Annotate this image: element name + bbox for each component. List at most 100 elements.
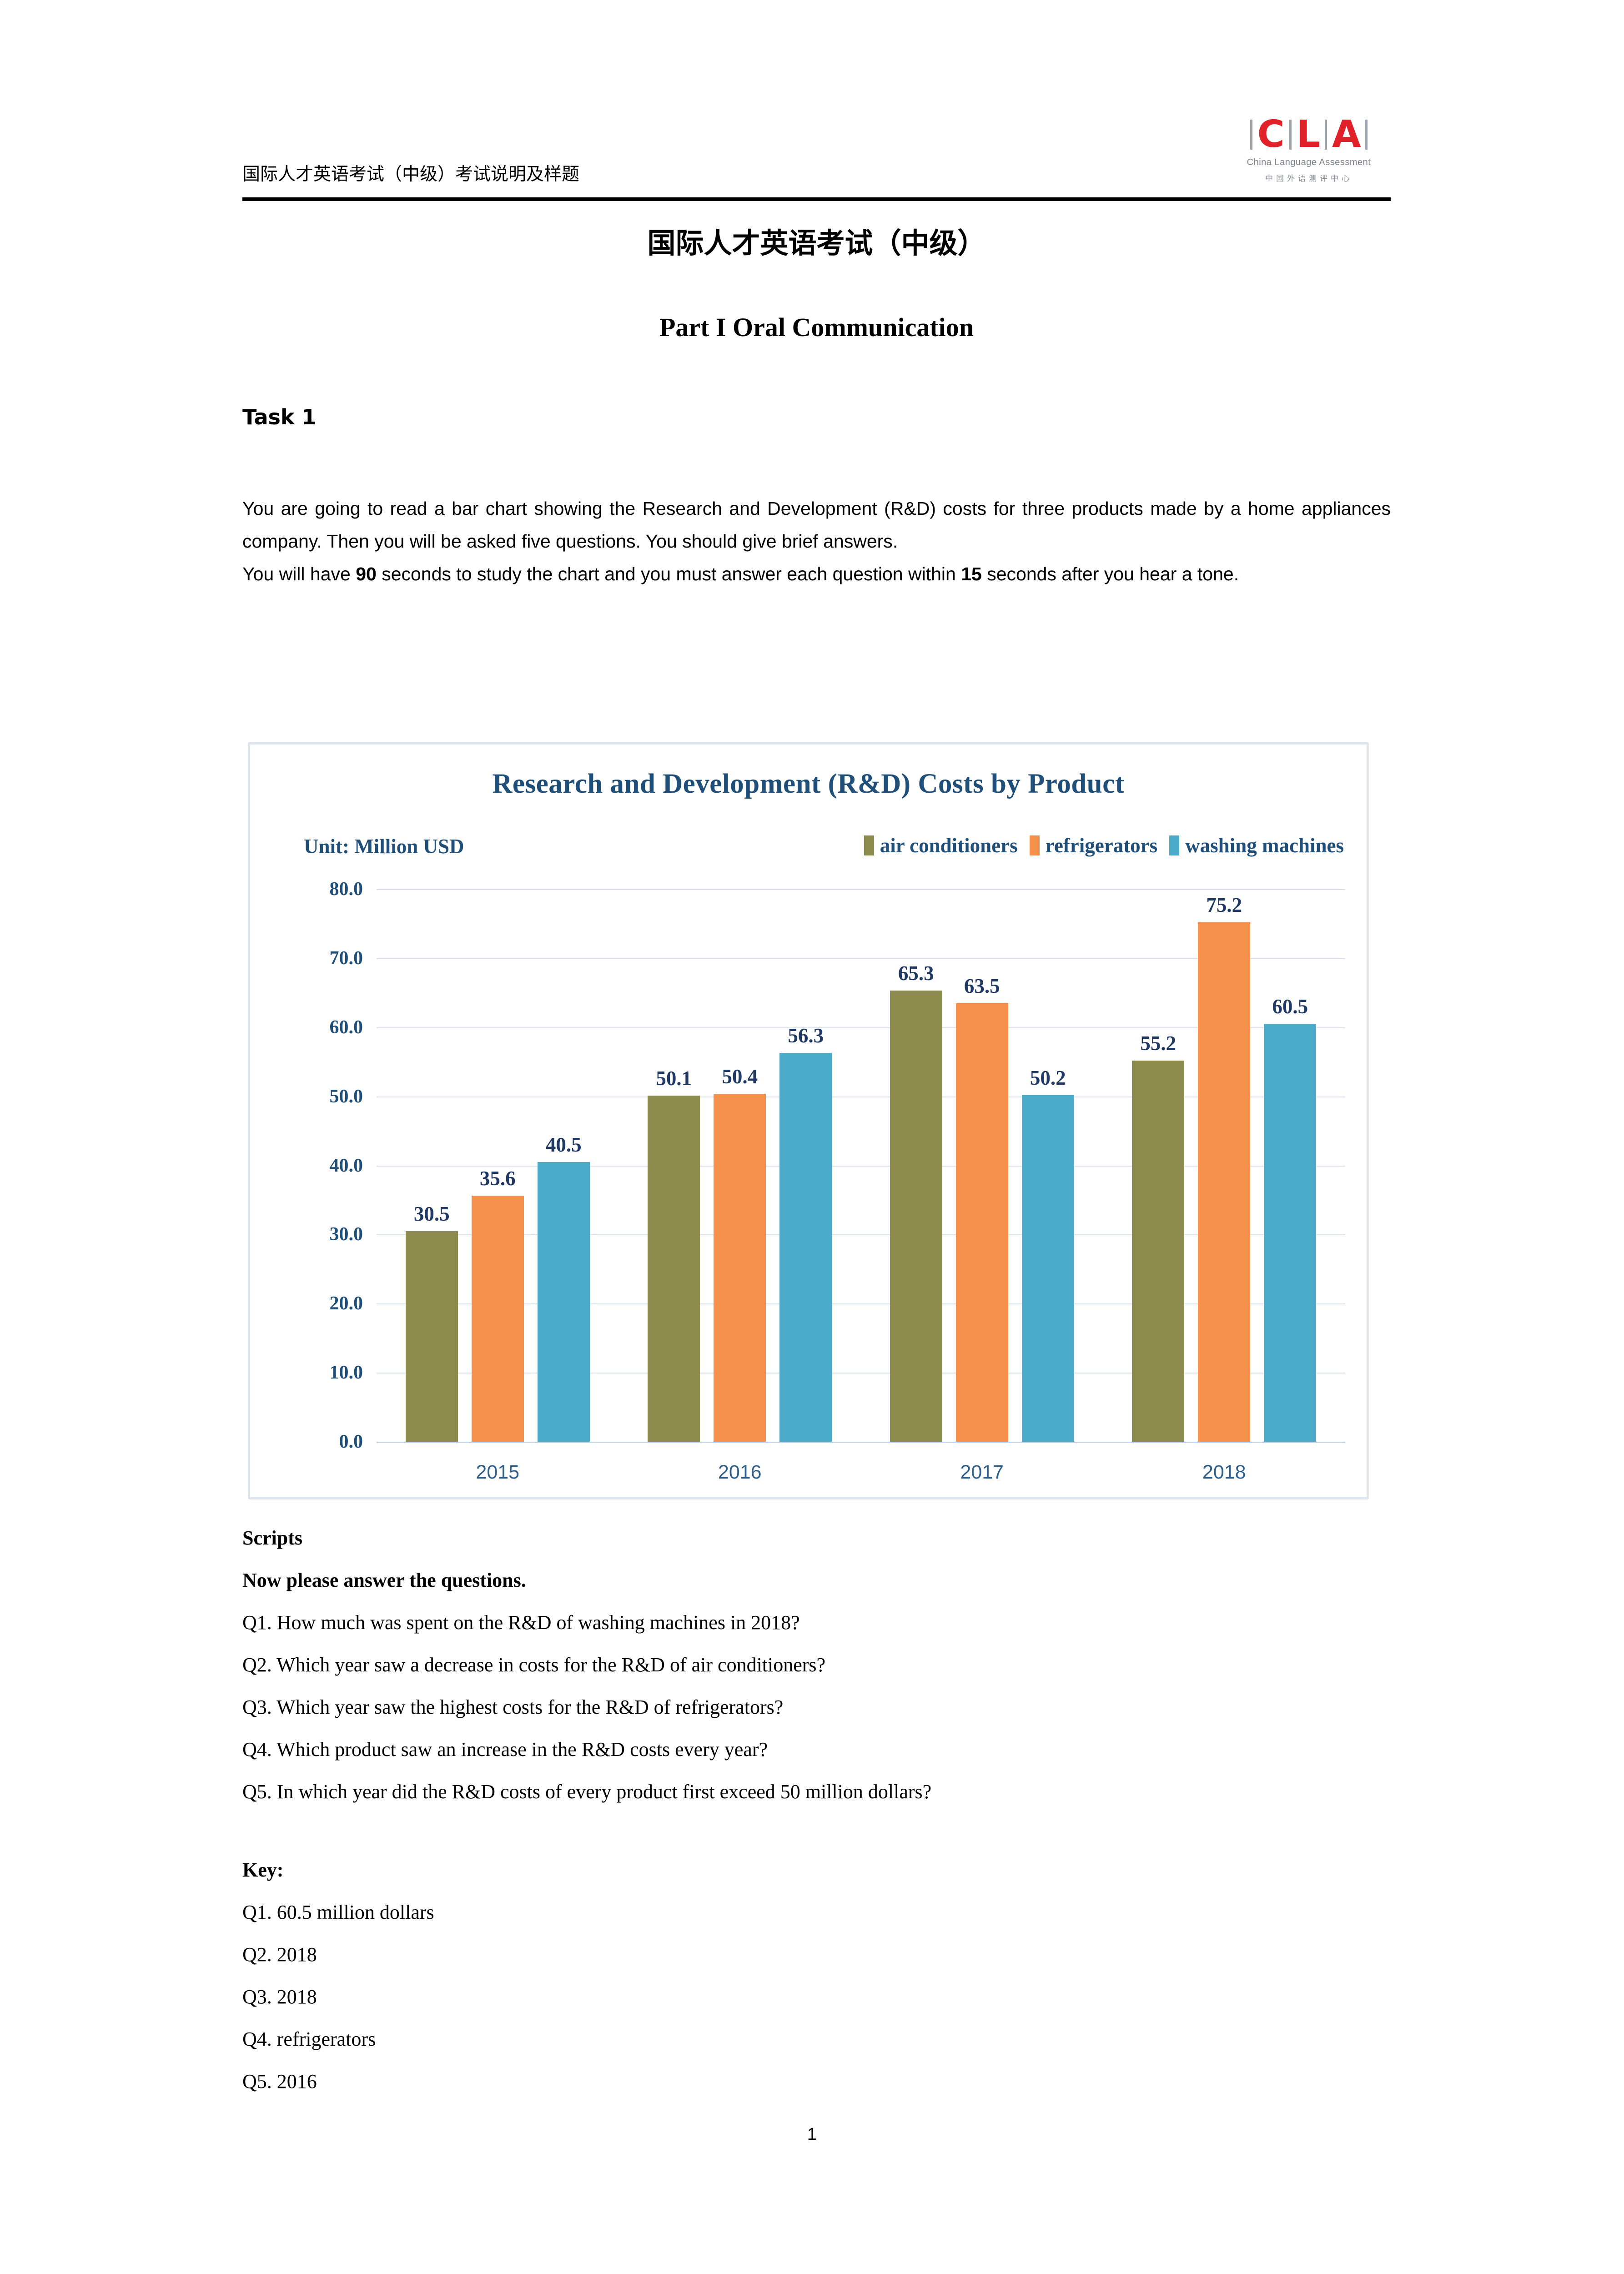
task-instructions: You are going to read a bar chart showin… [242, 492, 1391, 590]
key-item: Q1. 60.5 million dollars [242, 1901, 434, 1923]
key-item: Q2. 2018 [242, 1943, 317, 1966]
scripts-section: Scripts Now please answer the questions.… [242, 1517, 1391, 1813]
bar-column: 63.5 [955, 889, 1008, 1442]
chart-unit-label: Unit: Million USD [304, 835, 464, 858]
gridline [377, 1303, 1345, 1305]
bar [890, 991, 942, 1442]
legend-item-air-conditioners: air conditioners [864, 834, 1018, 857]
gridline [377, 1027, 1345, 1028]
y-axis-tick: 10.0 [329, 1362, 363, 1384]
logo-divider-bar [1289, 120, 1292, 150]
bar-group: 55.2 75.2 60.5 2018 [1103, 889, 1346, 1483]
x-axis-tick: 2015 [476, 1461, 520, 1483]
scripts-prompt: Now please answer the questions. [242, 1569, 526, 1591]
logo-divider-bar [1365, 120, 1368, 150]
bar-column: 30.5 [405, 889, 458, 1442]
instruction-paragraph-1: You are going to read a bar chart showin… [242, 498, 1391, 552]
y-axis-tick: 30.0 [329, 1224, 363, 1245]
bar-value-label: 63.5 [964, 974, 1000, 997]
legend-swatch-refrigerators [1029, 835, 1040, 855]
header-rule [242, 197, 1391, 201]
bar [405, 1231, 458, 1442]
gridline [377, 1165, 1345, 1167]
legend-item-washing-machines: washing machines [1169, 834, 1344, 857]
page-number: 1 [807, 2125, 817, 2144]
cla-logo: C L A China Language Assessment 中国外语测评中心 [1227, 114, 1391, 186]
bar-group-bars: 30.5 35.6 40.5 [377, 889, 619, 1442]
key-item: Q4. refrigerators [242, 2028, 376, 2050]
y-axis-tick: 50.0 [329, 1086, 363, 1107]
bar [714, 1093, 766, 1442]
bar-group: 65.3 63.5 50.2 2017 [861, 889, 1103, 1483]
bar-value-label: 30.5 [413, 1202, 450, 1225]
logo-divider-bar [1250, 120, 1252, 150]
instruction-prefix: You will have [242, 563, 356, 584]
study-seconds-value: 90 [356, 563, 377, 584]
bar-value-label: 60.5 [1272, 995, 1308, 1018]
bar-value-label: 50.4 [722, 1065, 758, 1088]
gridline [377, 958, 1345, 959]
legend-swatch-air-conditioners [864, 835, 874, 855]
bar-value-label: 75.2 [1206, 893, 1242, 916]
bar [471, 1196, 524, 1442]
bar [1021, 1095, 1074, 1442]
x-axis-tick: 2016 [718, 1461, 762, 1483]
bar-column: 50.1 [648, 889, 700, 1442]
question-item: Q5. In which year did the R&D costs of e… [242, 1781, 932, 1803]
y-axis-tick: 70.0 [329, 947, 363, 969]
question-item: Q1. How much was spent on the R&D of was… [242, 1611, 800, 1634]
bar-value-label: 40.5 [545, 1133, 582, 1156]
chart-title: Research and Development (R&D) Costs by … [492, 769, 1125, 799]
logo-letter-a: A [1332, 113, 1361, 156]
bar-column: 55.2 [1132, 889, 1185, 1442]
legend-label-refrigerators: refrigerators [1045, 834, 1158, 857]
bar-column: 60.5 [1264, 889, 1317, 1442]
bar-chart: Research and Development (R&D) Costs by … [248, 742, 1369, 1499]
bar-value-label: 55.2 [1140, 1031, 1177, 1055]
bar-value-label: 50.1 [656, 1067, 692, 1090]
page-title: 国际人才英语考试（中级） [647, 226, 986, 260]
logo-letter-c: C [1257, 113, 1285, 156]
key-heading: Key: [242, 1859, 284, 1881]
bar-column: 50.4 [714, 889, 766, 1442]
bar-group: 50.1 50.4 56.3 2016 [619, 889, 861, 1483]
y-axis-tick: 40.0 [329, 1155, 363, 1176]
part-title: Part I Oral Communication [659, 312, 974, 342]
cla-logo-mark: C L A [1227, 114, 1391, 156]
legend-label-washing-machines: washing machines [1185, 834, 1344, 857]
key-item: Q3. 2018 [242, 1986, 317, 2008]
legend-label-air-conditioners: air conditioners [880, 834, 1018, 857]
x-axis-tick: 2017 [960, 1461, 1004, 1483]
logo-subtitle-english: China Language Assessment [1247, 157, 1371, 167]
bar [537, 1162, 590, 1442]
bar [955, 1003, 1008, 1442]
bar-group-bars: 55.2 75.2 60.5 [1103, 889, 1346, 1442]
logo-letter-l: L [1296, 113, 1320, 156]
legend-swatch-washing-machines [1169, 835, 1180, 855]
bar-column: 56.3 [779, 889, 832, 1442]
legend-item-refrigerators: refrigerators [1029, 834, 1158, 857]
bar [779, 1052, 832, 1442]
bar-value-label: 56.3 [788, 1024, 824, 1047]
bar-column: 50.2 [1021, 889, 1074, 1442]
gridline [377, 889, 1345, 890]
page-header: 国际人才英语考试（中级）考试说明及样题 C L A China Language… [242, 114, 1391, 200]
x-axis-tick: 2018 [1202, 1461, 1246, 1483]
question-item: Q2. Which year saw a decrease in costs f… [242, 1654, 826, 1676]
chart-plot-area: 0.0 10.0 20.0 30.0 40.0 50.0 60.0 70.0 80.0 30.5… [299, 879, 1346, 1483]
bar [1198, 922, 1251, 1442]
instruction-paragraph-2: You will have 90 seconds to study the ch… [242, 558, 1391, 590]
x-axis-line [377, 1442, 1345, 1443]
bar-value-label: 65.3 [898, 962, 934, 985]
chart-bar-groups: 30.5 35.6 40.5 2015 50.1 50.4 56.3 2016 65.3 63.5… [377, 889, 1346, 1483]
bar-group-bars: 50.1 50.4 56.3 [619, 889, 861, 1442]
key-item: Q5. 2016 [242, 2070, 317, 2093]
scripts-heading: Scripts [242, 1527, 302, 1549]
bar-group-bars: 65.3 63.5 50.2 [861, 889, 1103, 1442]
bar-column: 35.6 [471, 889, 524, 1442]
instruction-middle: seconds to study the chart and you must … [376, 563, 961, 584]
logo-subtitle-chinese: 中国外语测评中心 [1265, 174, 1352, 183]
key-section: Key: Q1. 60.5 million dollars Q2. 2018 Q… [242, 1849, 1391, 2103]
bar-value-label: 35.6 [479, 1167, 516, 1190]
